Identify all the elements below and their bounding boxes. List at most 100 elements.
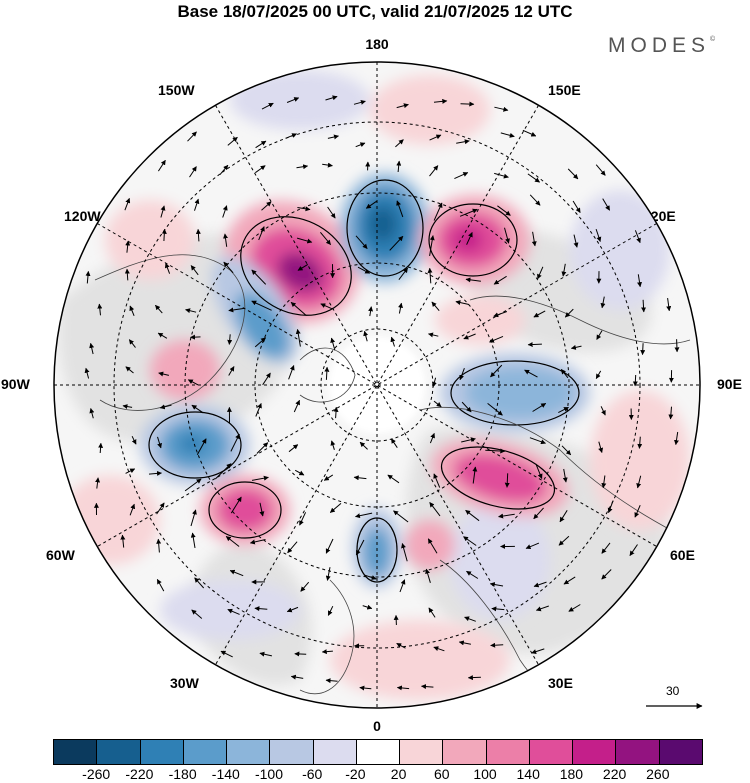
wind-vector (634, 230, 641, 244)
lon-label-150w: 150W (158, 82, 195, 98)
wind-vector (601, 475, 607, 489)
wind-vector (601, 569, 612, 580)
wind-vector (254, 337, 266, 348)
wind-vector (262, 372, 271, 386)
wind-vector (533, 507, 544, 520)
wind-vector (222, 205, 228, 218)
wind-vector (157, 159, 166, 172)
wind-vector (299, 512, 307, 526)
lon-label-90w: 90W (1, 376, 30, 392)
colorbar-segment (616, 740, 660, 764)
contour-lines (148, 179, 580, 583)
wind-vector (323, 474, 334, 481)
wind-vector (190, 265, 199, 276)
wind-vector (228, 307, 245, 313)
wind-vector (158, 371, 170, 377)
wind-vector (487, 403, 503, 416)
wind-vector (560, 369, 569, 379)
wind-vector (159, 404, 172, 410)
wind-vector (493, 311, 508, 318)
wind-vector (522, 129, 537, 137)
wind-vector (297, 206, 311, 212)
wind-vector (288, 444, 299, 453)
wind-vector (363, 574, 377, 580)
lon-label-90e: 90E (717, 376, 742, 392)
colorbar-ticks: -260 -220 -180 -140 -100 -60 -20 20 60 100 140 180 2… (0, 766, 750, 783)
wind-vector (567, 168, 579, 180)
wind-vector (285, 133, 298, 139)
wind-vector (464, 616, 476, 622)
wind-vector (187, 131, 197, 142)
wind-vector (295, 328, 301, 347)
wind-vector (325, 538, 334, 554)
wind-vector (255, 402, 262, 417)
wind-vector (573, 234, 579, 248)
wind-vector (494, 172, 509, 179)
wind-vector (572, 200, 581, 214)
wind-vector (286, 606, 299, 613)
wind-vector (598, 441, 604, 453)
colorbar-tick-label: 100 (473, 766, 497, 782)
wind-vector (190, 532, 196, 548)
wind-vector (286, 97, 300, 103)
wind-vector (98, 442, 104, 454)
colorbar-segment (400, 740, 444, 764)
wind-vector (429, 134, 442, 141)
wind-vector (355, 539, 365, 556)
wind-vector (455, 300, 469, 306)
wind-vector (607, 500, 614, 514)
wind-vector (531, 648, 545, 654)
wind-vector (156, 538, 162, 553)
wind-vector (125, 468, 136, 474)
wind-vector (396, 685, 410, 691)
anomaly-field (60, 70, 690, 700)
wind-vector (296, 164, 309, 170)
wind-vector (97, 303, 103, 316)
wind-vector (485, 448, 506, 454)
wind-vector (190, 334, 201, 340)
wind-vector (324, 366, 330, 380)
wind-vector (325, 95, 338, 101)
wind-vector (601, 542, 611, 554)
wind-vector (559, 510, 568, 523)
wind-vector (261, 102, 274, 110)
wind-vector (532, 402, 547, 412)
wind-vector (396, 200, 404, 218)
colorbar-segment (54, 740, 98, 764)
wind-vector (227, 608, 240, 615)
colorbar-segment (573, 740, 617, 764)
wind-vector (427, 538, 438, 554)
wind-vector (359, 441, 368, 450)
colorbar-tick-label: -60 (302, 766, 323, 782)
wind-vector (465, 277, 481, 283)
wind-vector (525, 542, 540, 549)
wind-vector (493, 275, 507, 285)
copyright-mark: © (710, 36, 716, 43)
wind-vector (219, 164, 229, 176)
wind-vector (558, 406, 569, 414)
wind-vector (527, 173, 541, 183)
wind-vector (330, 337, 336, 351)
wind-vector (387, 474, 400, 484)
wind-vector (640, 343, 646, 356)
wind-vector (251, 475, 269, 481)
wind-vector (458, 640, 471, 646)
wind-vector (320, 231, 331, 245)
colorbar-segment (659, 740, 702, 764)
wind-vector (433, 98, 448, 104)
wind-vector (637, 436, 643, 449)
wind-vector (322, 162, 333, 168)
colorbar-segment (443, 740, 487, 764)
wind-vector (225, 536, 240, 547)
wind-vector (357, 266, 371, 274)
wind-vector (355, 512, 373, 519)
wind-vector (297, 263, 309, 271)
wind-vector (459, 368, 465, 381)
wind-vector (491, 606, 505, 612)
wind-vector (600, 406, 606, 416)
wind-vector (674, 339, 680, 353)
wind-vector (429, 235, 435, 256)
wind-vector (494, 106, 509, 112)
wind-vector (673, 431, 679, 446)
wind-vector (230, 433, 240, 452)
